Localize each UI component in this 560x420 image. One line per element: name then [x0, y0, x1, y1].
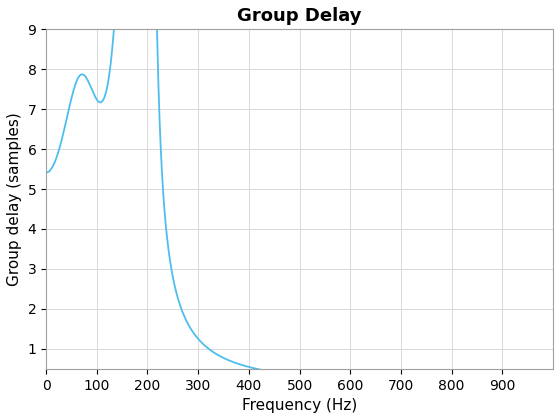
Y-axis label: Group delay (samples): Group delay (samples): [7, 112, 22, 286]
X-axis label: Frequency (Hz): Frequency (Hz): [242, 398, 357, 413]
Title: Group Delay: Group Delay: [237, 7, 362, 25]
